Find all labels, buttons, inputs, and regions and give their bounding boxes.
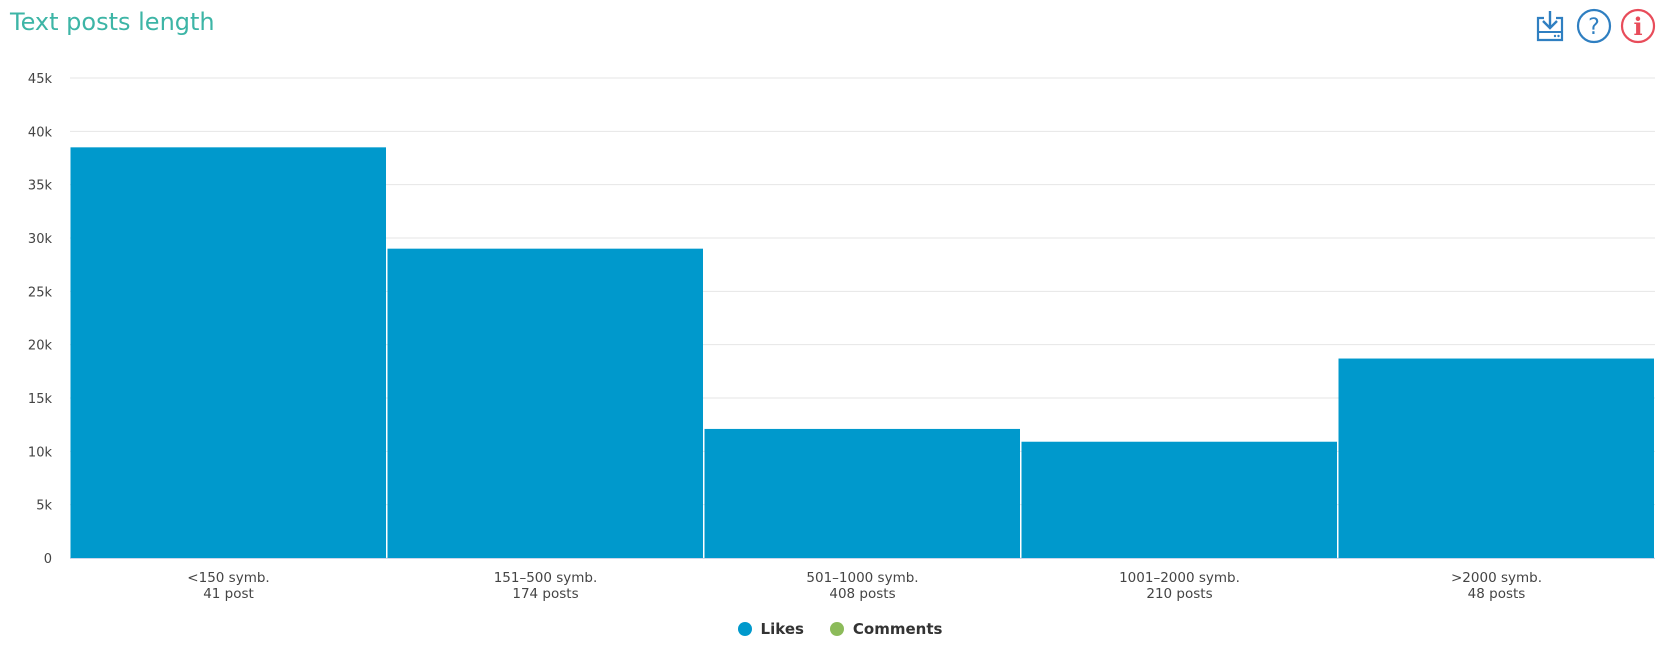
x-tick-label: <150 symb. — [187, 570, 269, 586]
help-icon[interactable]: ? — [1576, 8, 1612, 44]
legend-marker — [829, 622, 844, 636]
y-tick-label: 0 — [44, 552, 52, 567]
y-tick-label: 40k — [28, 125, 53, 140]
legend-item[interactable]: Likes — [737, 620, 804, 638]
y-tick-label: 20k — [28, 339, 53, 354]
x-tick-label: 151–500 symb. — [494, 570, 598, 586]
y-tick-label: 30k — [28, 232, 53, 247]
legend-marker — [737, 622, 752, 636]
bar[interactable] — [1338, 358, 1655, 558]
x-tick-label: 1001–2000 symb. — [1119, 570, 1240, 586]
x-tick-sublabel: 408 posts — [829, 586, 895, 602]
y-tick-label: 10k — [28, 445, 53, 460]
svg-text:i: i — [1633, 12, 1642, 41]
x-tick-sublabel: 210 posts — [1146, 586, 1212, 602]
x-tick-label: 501–1000 symb. — [806, 570, 918, 586]
bar[interactable] — [1021, 441, 1338, 558]
chart-legend: Likes Comments — [0, 620, 1680, 638]
svg-text:?: ? — [1588, 15, 1600, 40]
x-tick-sublabel: 174 posts — [512, 586, 578, 602]
bar[interactable] — [704, 428, 1021, 558]
legend-label: Likes — [760, 620, 804, 638]
info-icon[interactable]: i — [1620, 8, 1656, 44]
y-tick-label: 25k — [28, 285, 53, 300]
legend-label: Comments — [852, 620, 943, 638]
bar-chart: 0 5k 10k 15k 20k 25k 30k 35k 40k 45k <150 symb.41 … — [28, 72, 1655, 602]
chart-title: Text posts length — [10, 8, 215, 36]
x-tick-label: >2000 symb. — [1451, 570, 1542, 586]
download-icon[interactable] — [1532, 8, 1568, 44]
bar[interactable] — [70, 147, 387, 559]
bar[interactable] — [387, 248, 704, 558]
y-tick-label: 15k — [28, 392, 53, 407]
chart-toolbar: ? i — [1532, 8, 1656, 44]
x-tick-sublabel: 41 post — [203, 586, 254, 602]
y-tick-label: 45k — [28, 72, 53, 87]
y-tick-label: 5k — [36, 499, 52, 514]
x-tick-sublabel: 48 posts — [1468, 586, 1526, 602]
legend-item[interactable]: Comments — [829, 620, 943, 638]
y-tick-label: 35k — [28, 179, 53, 194]
